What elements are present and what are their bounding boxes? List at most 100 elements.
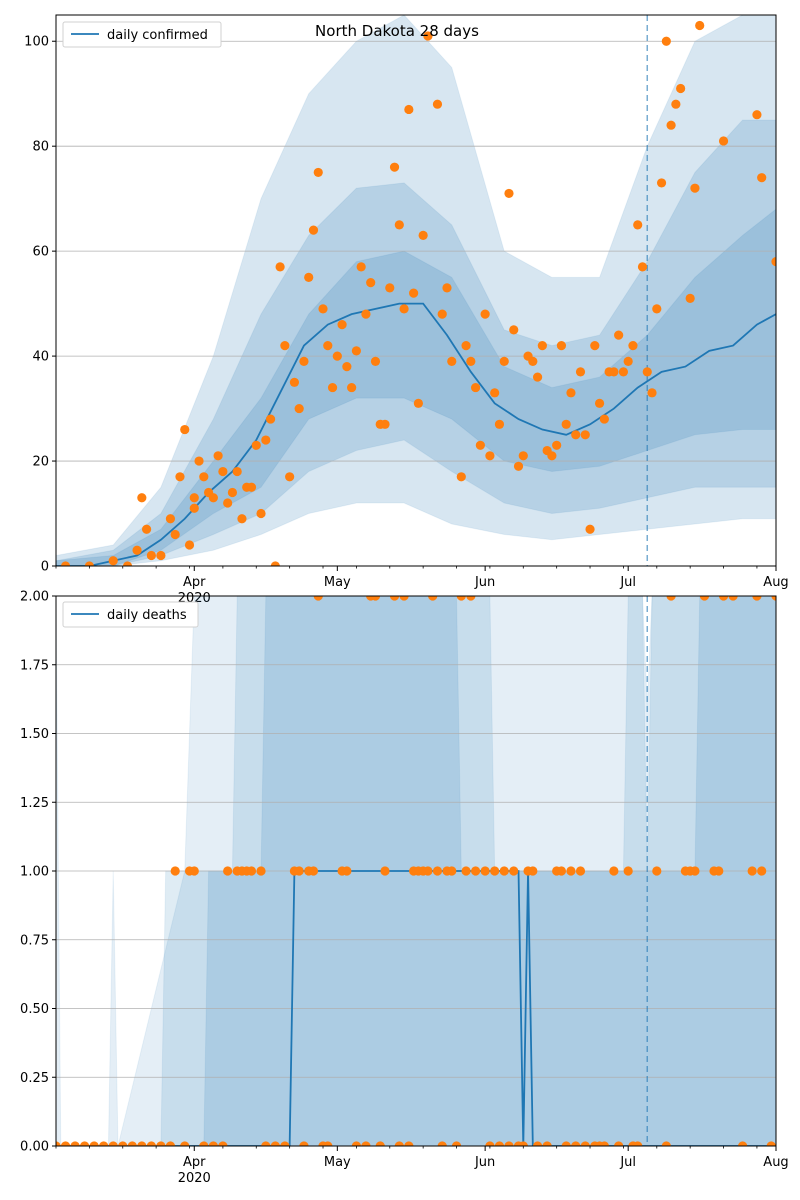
plot-frame — [55, 14, 777, 567]
observed-point — [542, 1141, 552, 1146]
observed-point — [165, 1141, 176, 1146]
observed-point — [223, 866, 233, 876]
observed-point — [318, 304, 328, 314]
observed-point — [227, 487, 238, 498]
observed-point — [623, 866, 633, 876]
y-tick-label: 1.50 — [20, 727, 49, 742]
y-tick-label: 0 — [41, 560, 49, 575]
observed-point — [509, 325, 519, 335]
observed-point — [437, 1141, 447, 1146]
observed-point — [594, 398, 605, 408]
x-tick-label: May — [324, 575, 351, 590]
observed-point — [223, 498, 233, 508]
observed-point — [370, 356, 381, 366]
observed-point — [766, 1141, 776, 1146]
y-tick-label: 0.25 — [20, 1071, 49, 1086]
observed-point — [280, 341, 290, 351]
observed-point — [208, 493, 218, 503]
observed-point — [437, 309, 447, 319]
observed-point — [580, 1141, 590, 1146]
observed-point — [189, 493, 199, 503]
observed-point — [456, 596, 466, 601]
observed-point — [528, 866, 538, 876]
legend-frame — [62, 601, 199, 628]
observed-point — [180, 424, 190, 435]
observed-point — [637, 262, 648, 272]
legend-label-confirmed: daily confirmed — [107, 28, 208, 43]
observed-point — [666, 120, 676, 130]
observed-point — [575, 866, 586, 876]
observed-point — [432, 866, 443, 876]
observed-point — [275, 262, 285, 272]
observed-point — [633, 1141, 643, 1146]
observed-point — [84, 561, 94, 566]
observed-point — [370, 596, 381, 601]
observed-point — [409, 288, 419, 298]
observed-point — [652, 304, 662, 314]
observed-point — [614, 1141, 624, 1146]
observed-point — [399, 304, 409, 314]
observed-point — [752, 596, 762, 601]
observed-point — [299, 1141, 309, 1146]
observed-point — [289, 377, 300, 387]
observed-point — [585, 524, 595, 534]
observed-point — [156, 1141, 166, 1146]
observed-point — [218, 1141, 228, 1146]
observed-point — [752, 110, 762, 120]
observed-point — [618, 367, 629, 377]
observed-point — [485, 451, 495, 461]
observed-point — [532, 372, 543, 382]
uncertainty-band-3 — [56, 208, 776, 566]
observed-point — [676, 83, 686, 94]
observed-point — [628, 341, 638, 351]
observed-point — [423, 31, 433, 41]
observed-point — [671, 99, 681, 109]
observed-point — [175, 472, 185, 482]
observed-point — [447, 866, 457, 876]
legend-label-deaths: daily deaths — [107, 608, 187, 623]
observed-point — [695, 20, 705, 31]
observed-point — [342, 361, 352, 372]
observed-point — [399, 596, 409, 601]
observed-point — [356, 262, 366, 272]
y-tick-label: 0.75 — [20, 933, 49, 948]
observed-point — [738, 1141, 748, 1146]
observed-point — [771, 596, 776, 601]
observed-point — [127, 1141, 137, 1146]
observed-point — [747, 866, 757, 876]
observed-point — [556, 866, 567, 876]
y-tick-label: 0.50 — [20, 1002, 49, 1017]
observed-point — [294, 866, 304, 876]
observed-point — [757, 173, 767, 183]
y-tick-label: 20 — [32, 455, 49, 470]
observed-point — [471, 866, 481, 876]
observed-point — [194, 456, 204, 466]
x-tick-label: May — [324, 1155, 351, 1170]
observed-point — [141, 524, 152, 534]
observed-point — [633, 220, 643, 230]
observed-point — [308, 225, 319, 235]
observed-point — [423, 866, 433, 876]
observed-point — [490, 388, 500, 398]
observed-point — [771, 257, 776, 267]
observed-point — [590, 341, 600, 351]
observed-point — [137, 493, 147, 503]
observed-point — [537, 341, 547, 351]
observed-point — [394, 220, 404, 230]
median-line — [56, 870, 776, 1146]
observed-point — [518, 1141, 528, 1146]
observed-point — [108, 556, 118, 566]
observed-point — [518, 451, 528, 461]
y-tick-label: 1.75 — [20, 658, 49, 673]
observed-point — [380, 419, 390, 429]
observed-point — [685, 293, 695, 303]
observed-point — [418, 230, 428, 240]
observed-point — [261, 1141, 271, 1146]
observed-point — [447, 356, 457, 366]
observed-point — [480, 866, 490, 876]
x-tick-label: Jun — [474, 1155, 495, 1170]
uncertainty-band-2 — [56, 119, 776, 566]
observed-point — [213, 451, 223, 461]
observed-point — [60, 561, 71, 566]
